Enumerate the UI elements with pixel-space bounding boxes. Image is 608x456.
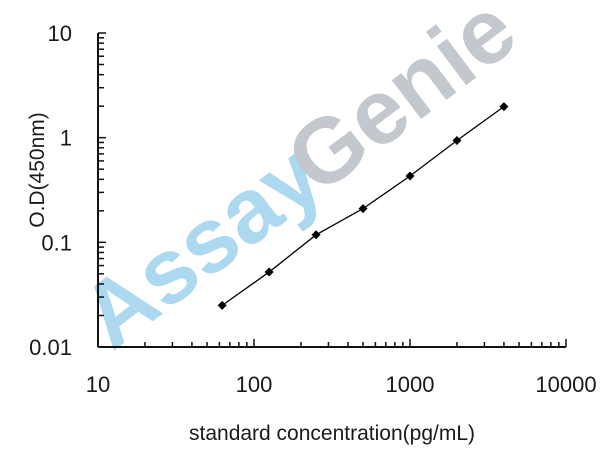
data-point-marker [311,230,321,240]
x-tick-label: 1000 [386,372,435,397]
y-tick-label: 0.01 [29,335,72,360]
x-tick-label: 100 [236,372,273,397]
watermark-genie: Genie [269,0,535,213]
data-point-marker [452,135,462,145]
x-tick-label: 10000 [535,372,596,397]
y-tick-label: 0.1 [41,230,72,255]
y-axis-ticks [98,32,106,348]
y-tick-label: 1 [60,126,72,151]
y-tick-label: 10 [48,21,72,46]
watermark: Assay Genie [63,0,535,368]
x-axis-title: standard concentration(pg/mL) [189,422,475,445]
y-axis-title: O.D(450nm) [26,112,49,228]
x-axis-ticks [144,339,567,347]
data-point-marker [264,267,274,277]
data-series [217,102,509,310]
x-axis-tick-labels: 10 100 1000 10000 [86,372,597,397]
data-point-marker [499,102,509,112]
data-point-marker [217,300,227,310]
y-axis-tick-labels: 0.01 0.1 1 10 [29,21,72,360]
data-point-marker [358,204,368,214]
x-tick-label: 10 [86,372,110,397]
axes [97,33,566,348]
data-point-marker [405,171,415,181]
